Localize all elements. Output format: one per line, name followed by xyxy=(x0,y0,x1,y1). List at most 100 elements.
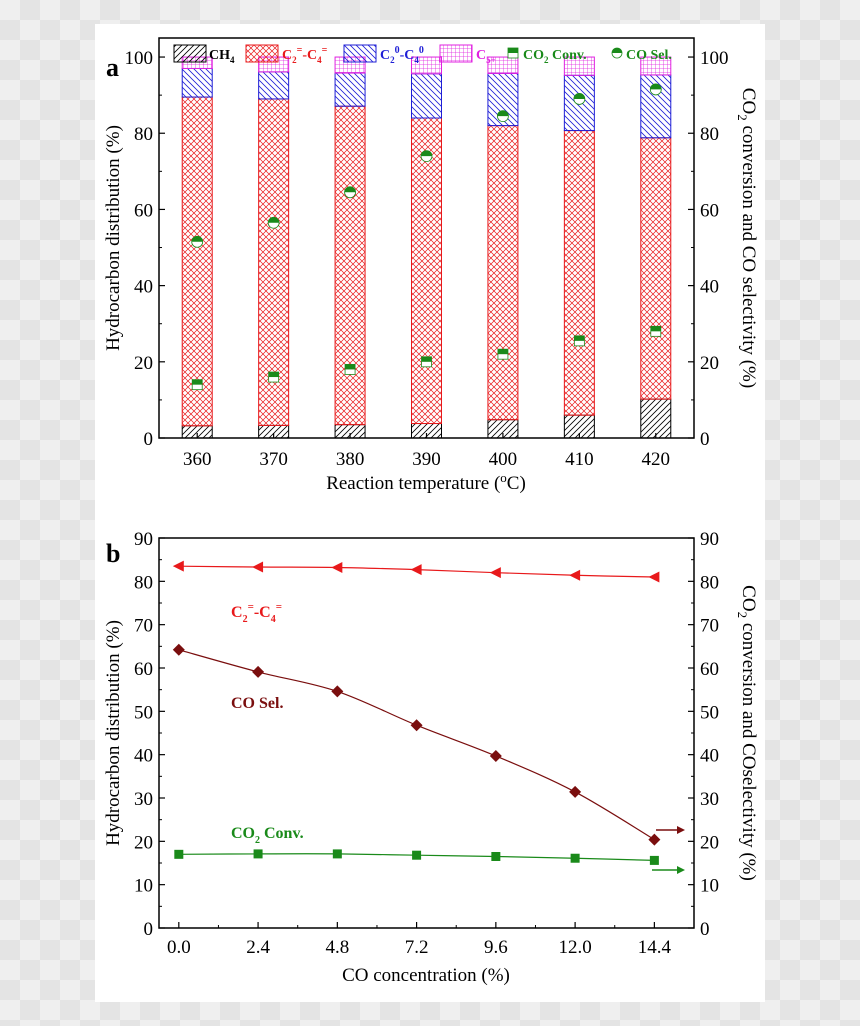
marker-co2conv-0.0 xyxy=(174,849,184,859)
y2-tick-label-0: 0 xyxy=(700,429,710,450)
marker-cosel-2.4 xyxy=(252,665,265,678)
marker-co2-conv-390 xyxy=(421,356,432,368)
legend-label-co2-conv: CO2 Conv. xyxy=(523,48,587,65)
bar-segment-c20c40-390 xyxy=(411,73,442,119)
marker-co2conv-9.6 xyxy=(491,852,501,861)
y-tick-label-60: 60 xyxy=(134,200,153,221)
marker-co2-conv-410 xyxy=(573,335,585,347)
marker-c2c4-0.0 xyxy=(172,560,184,572)
legend-marker-co2-conv xyxy=(507,47,519,59)
x-tick-label-360: 360 xyxy=(183,449,212,470)
y-tick-label-0: 0 xyxy=(144,429,154,450)
x-tick-label-390: 390 xyxy=(412,449,441,470)
marker-cosel-0.0 xyxy=(172,643,185,656)
figure: a 0 0 20 20 40 40 60 60 80 80 100 100 360 370 380 390 4… xyxy=(95,24,765,1002)
x-tick-label-420: 420 xyxy=(642,449,671,470)
y2-tick-label-60: 60 xyxy=(700,200,719,221)
marker-cosel-9.6 xyxy=(489,749,502,762)
marker-c2c4-9.6 xyxy=(489,567,501,579)
x-tick-label-370: 370 xyxy=(259,449,288,470)
y2-tick-label-20: 20 xyxy=(700,353,719,374)
x-tick-label-400: 400 xyxy=(489,449,518,470)
marker-c2c4-12.0 xyxy=(569,569,581,581)
arrow-co2-conv-right-axis xyxy=(652,866,685,874)
marker-c2c4-2.4 xyxy=(252,561,264,573)
y-tick-label-0: 0 xyxy=(144,919,154,940)
legend-swatch-ch4 xyxy=(173,44,207,63)
panel-a-x-axis-title: Reaction temperature (oC) xyxy=(326,470,526,494)
marker-cosel-14.4 xyxy=(648,833,661,846)
y-tick-label-90: 90 xyxy=(134,529,153,550)
marker-co2-conv-360 xyxy=(191,379,203,391)
y2-tick-label-90: 90 xyxy=(700,529,719,550)
panel-b-plot-frame xyxy=(158,537,695,929)
marker-co2conv-12.0 xyxy=(570,853,580,863)
marker-co-sel-410 xyxy=(573,93,586,105)
marker-co2-conv-420 xyxy=(650,325,662,337)
panel-a-y-axis: 0 0 20 20 40 40 60 60 80 80 100 100 xyxy=(125,48,729,450)
y-tick-label-80: 80 xyxy=(134,124,153,145)
panel-a-y-axis-title: Hydrocarbon distribution (%) xyxy=(103,125,124,351)
y2-tick-label-40: 40 xyxy=(700,277,719,298)
x-tick-label-9.6: 9.6 xyxy=(484,937,508,958)
marker-c2c4-14.4 xyxy=(648,571,660,583)
bar-segment-c2c4-390 xyxy=(411,117,442,425)
bar-segment-c5-400 xyxy=(487,56,519,74)
marker-co-sel-400 xyxy=(497,110,509,122)
panel-b-y2-axis-title: CO2 conversion and COselectivity (%) xyxy=(735,585,759,881)
bar-segment-c2c4-360 xyxy=(181,96,213,427)
marker-co-sel-420 xyxy=(649,83,662,96)
panel-a-markers xyxy=(191,83,662,391)
x-tick-label-410: 410 xyxy=(565,449,594,470)
x-tick-label-14.4: 14.4 xyxy=(638,937,672,958)
legend-label-c2c4-paraffins: C20-C40 xyxy=(380,45,424,65)
bar-segment-c2c4-400 xyxy=(487,125,519,421)
y-tick-label-20: 20 xyxy=(134,353,153,374)
bar-segment-c2c4-420 xyxy=(640,137,672,400)
marker-co-sel-370 xyxy=(267,216,280,229)
panel-b-letter: b xyxy=(106,539,120,568)
panel-b-y-axis: 0 0 10 10 20 20 30 30 40 40 50 50 60 60 70 70 80 80 90 90 xyxy=(134,529,719,940)
arrow-co-sel-right-axis xyxy=(656,826,685,834)
panel-b-x-axis-title: CO concentration (%) xyxy=(342,965,510,986)
y2-tick-label-80: 80 xyxy=(700,572,719,593)
panel-b-lines xyxy=(172,560,661,865)
panel-a-x-axis: 360 370 380 390 400 410 420 xyxy=(183,433,670,470)
bar-segment-c2c4-380 xyxy=(334,105,366,426)
panel-a-bars xyxy=(181,56,672,439)
bar-segment-c20c40-370 xyxy=(258,71,290,100)
y2-tick-label-60: 60 xyxy=(700,659,719,680)
bar-segment-c2c4-370 xyxy=(258,98,290,426)
y-tick-label-10: 10 xyxy=(134,876,153,897)
annotation-co-sel: CO Sel. xyxy=(231,695,283,712)
line-cosel xyxy=(178,649,655,841)
y2-tick-label-50: 50 xyxy=(700,702,719,723)
marker-co2-conv-370 xyxy=(268,371,280,383)
marker-c2c4-7.2 xyxy=(410,564,422,576)
y-tick-label-60: 60 xyxy=(134,659,153,680)
bar-segment-c20c40-360 xyxy=(181,67,213,98)
y2-tick-label-40: 40 xyxy=(700,746,719,767)
panel-a-letter: a xyxy=(106,53,119,82)
x-tick-label-380: 380 xyxy=(336,449,365,470)
legend-label-c2c4-olefins: C2=-C4= xyxy=(282,45,328,65)
bar-segment-c5-410 xyxy=(563,56,595,76)
y-tick-label-20: 20 xyxy=(134,832,153,853)
y2-tick-label-10: 10 xyxy=(700,876,719,897)
bar-segment-c20c40-400 xyxy=(487,72,519,127)
panel-a: a 0 0 20 20 40 40 60 60 80 80 100 100 360 370 380 390 4… xyxy=(103,37,759,494)
y-tick-label-30: 30 xyxy=(134,789,153,810)
legend-label-ch4: CH4 xyxy=(209,48,235,65)
bar-segment-c5-390 xyxy=(411,56,442,75)
y-tick-label-70: 70 xyxy=(134,616,153,637)
x-tick-label-2.4: 2.4 xyxy=(246,937,270,958)
marker-co2conv-4.8 xyxy=(332,849,342,859)
legend-marker-co-sel xyxy=(611,47,623,59)
panel-a-y2-axis-title: CO2 conversion and CO selectivity (%) xyxy=(735,88,759,388)
legend-label-co-sel: CO Sel. xyxy=(626,48,672,63)
x-tick-label-7.2: 7.2 xyxy=(405,937,429,958)
legend-swatch-c2c4-paraffins xyxy=(343,44,377,63)
y2-tick-label-70: 70 xyxy=(700,616,719,637)
legend-swatch-c2c4-olefins xyxy=(245,44,279,63)
bar-segment-c5-420 xyxy=(640,56,672,76)
